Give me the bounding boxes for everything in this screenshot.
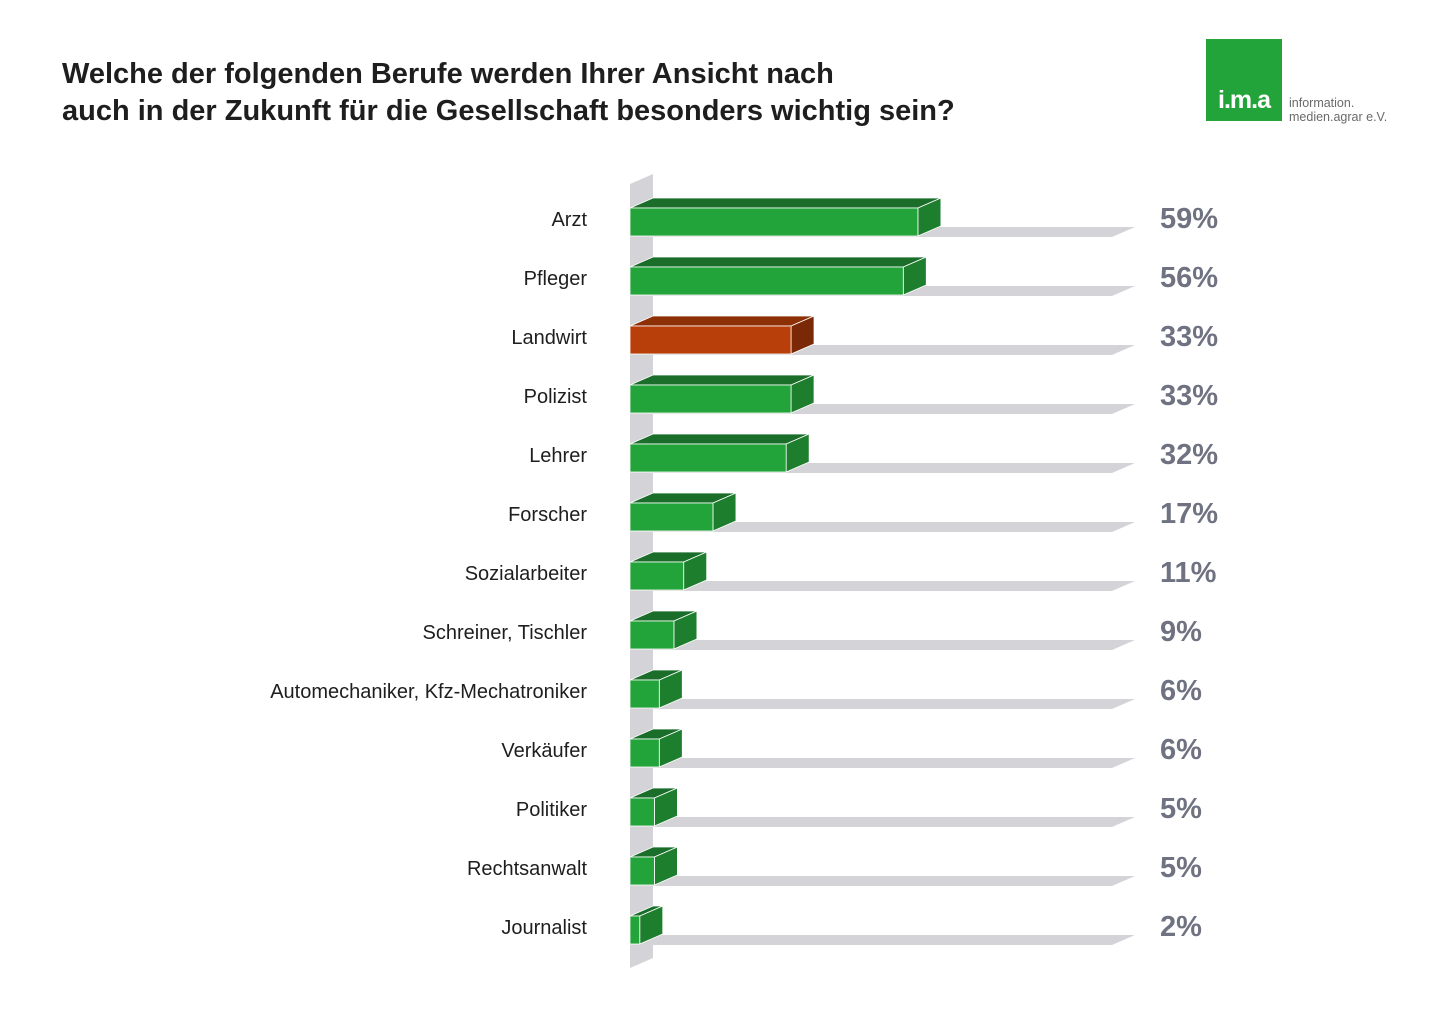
bar — [629, 561, 685, 591]
bar-top-face — [629, 433, 810, 445]
category-label: Pfleger — [524, 268, 588, 290]
bar-top-face — [629, 197, 942, 209]
bar — [629, 797, 655, 827]
category-label: Rechtsanwalt — [467, 858, 588, 880]
logo-box: i.m.a — [1206, 39, 1282, 121]
bar-track — [630, 935, 1135, 945]
category-label: Arzt — [551, 209, 587, 231]
value-label: 6% — [1160, 734, 1202, 766]
bar-track — [630, 758, 1135, 768]
category-label: Automechaniker, Kfz-Mechatroniker — [270, 681, 587, 703]
value-label: 56% — [1160, 262, 1218, 294]
bar — [629, 266, 904, 296]
bar-top-face — [629, 315, 815, 327]
category-label: Verkäufer — [501, 740, 587, 762]
bar — [629, 915, 641, 945]
chart-title: Welche der folgenden Berufe werden Ihrer… — [62, 56, 955, 130]
bar — [629, 325, 792, 355]
value-label: 17% — [1160, 498, 1218, 530]
category-label: Sozialarbeiter — [465, 563, 588, 585]
value-label: 5% — [1160, 852, 1202, 884]
value-label: 11% — [1160, 557, 1217, 589]
category-label: Landwirt — [511, 327, 587, 349]
chart-title-line-2: auch in der Zukunft für die Gesellschaft… — [62, 95, 955, 127]
value-label: 6% — [1160, 675, 1202, 707]
bar — [629, 502, 714, 532]
logo-subtitle-line-2: medien.agrar e.V. — [1289, 110, 1388, 124]
logo-subtitle-line-1: information. — [1289, 96, 1355, 110]
bar — [629, 620, 675, 650]
value-label: 32% — [1160, 439, 1218, 471]
value-label: 59% — [1160, 203, 1218, 235]
value-label: 5% — [1160, 793, 1202, 825]
logo-mark: i.m.a — [1218, 86, 1271, 114]
value-label: 33% — [1160, 321, 1218, 353]
bar-top-face — [629, 374, 815, 386]
bar — [629, 443, 787, 473]
bar-track — [630, 640, 1135, 650]
category-label: Lehrer — [529, 445, 587, 467]
value-label: 33% — [1160, 380, 1218, 412]
category-label: Politiker — [516, 799, 587, 821]
bar — [629, 207, 919, 237]
ima-logo: i.m.a information. medien.agrar e.V. — [1206, 39, 1426, 129]
bar — [629, 384, 792, 414]
bar-track — [630, 876, 1135, 886]
bar — [629, 679, 660, 709]
logo-subtitle: information. medien.agrar e.V. — [1289, 96, 1387, 124]
category-label: Schreiner, Tischler — [422, 622, 587, 644]
bar-track — [630, 581, 1135, 591]
category-label: Polizist — [524, 386, 588, 408]
category-label: Journalist — [501, 917, 587, 939]
value-label: 9% — [1160, 616, 1202, 648]
bar — [629, 856, 655, 886]
bar-track — [630, 817, 1135, 827]
category-label: Forscher — [508, 504, 587, 526]
chart-title-line-1: Welche der folgenden Berufe werden Ihrer… — [62, 58, 834, 90]
bar — [629, 738, 660, 768]
bar-track — [630, 522, 1135, 532]
value-label: 2% — [1160, 911, 1202, 943]
bar-track — [630, 699, 1135, 709]
bar-top-face — [629, 256, 927, 268]
